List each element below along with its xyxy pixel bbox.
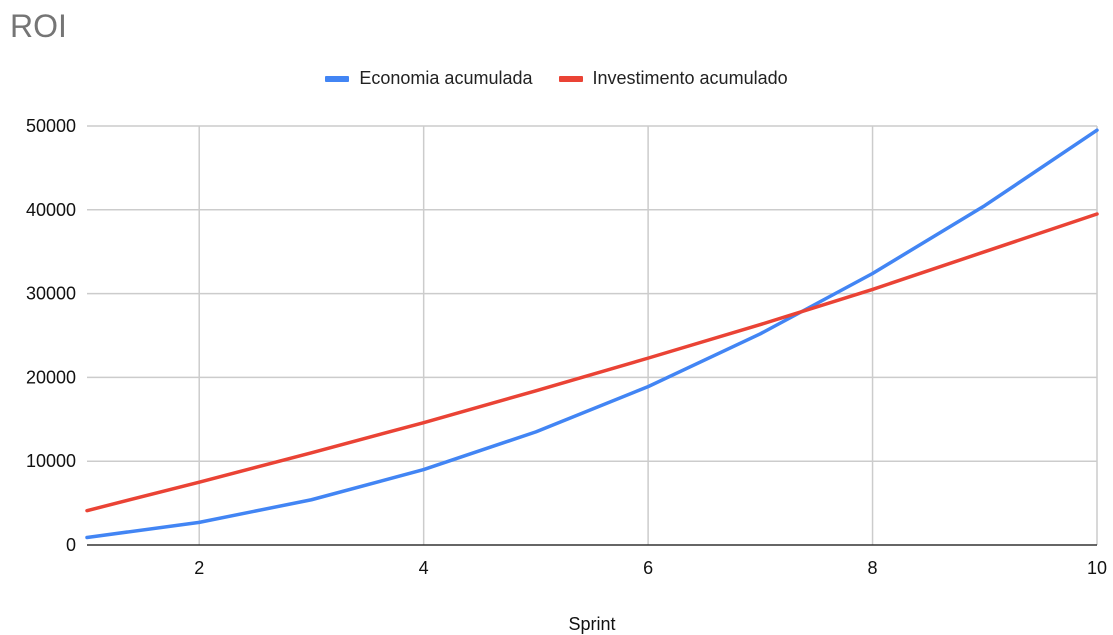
y-tick-label: 20000 <box>26 367 76 387</box>
y-tick-label: 40000 <box>26 200 76 220</box>
legend-item-economia[interactable]: Economia acumulada <box>325 68 533 89</box>
chart-title: ROI <box>10 8 67 44</box>
legend: Economia acumulada Investimento acumulad… <box>0 68 1113 89</box>
x-tick-label: 8 <box>868 558 878 578</box>
series-line-1 <box>85 212 1099 513</box>
y-tick-label: 0 <box>66 535 76 555</box>
legend-label-investimento: Investimento acumulado <box>592 68 788 88</box>
x-tick-label: 4 <box>419 558 429 578</box>
x-axis-ticks: 2 4 6 8 10 <box>194 558 1107 578</box>
y-tick-label: 50000 <box>26 116 76 136</box>
x-tick-label: 10 <box>1087 558 1107 578</box>
series-lines <box>85 128 1099 540</box>
legend-swatch-investimento <box>558 75 583 82</box>
legend-label-economia: Economia acumulada <box>359 68 533 88</box>
x-tick-label: 6 <box>643 558 653 578</box>
grid-lines <box>87 125 1098 545</box>
y-axis-ticks: 0 10000 20000 30000 40000 50000 <box>26 116 76 555</box>
series-line-0 <box>85 128 1099 540</box>
x-tick-label: 2 <box>194 558 204 578</box>
y-tick-label: 10000 <box>26 451 76 471</box>
legend-item-investimento[interactable]: Investimento acumulado <box>558 68 788 89</box>
y-tick-label: 30000 <box>26 284 76 304</box>
legend-swatch-economia <box>325 75 350 82</box>
x-axis-label: Sprint <box>568 614 615 634</box>
